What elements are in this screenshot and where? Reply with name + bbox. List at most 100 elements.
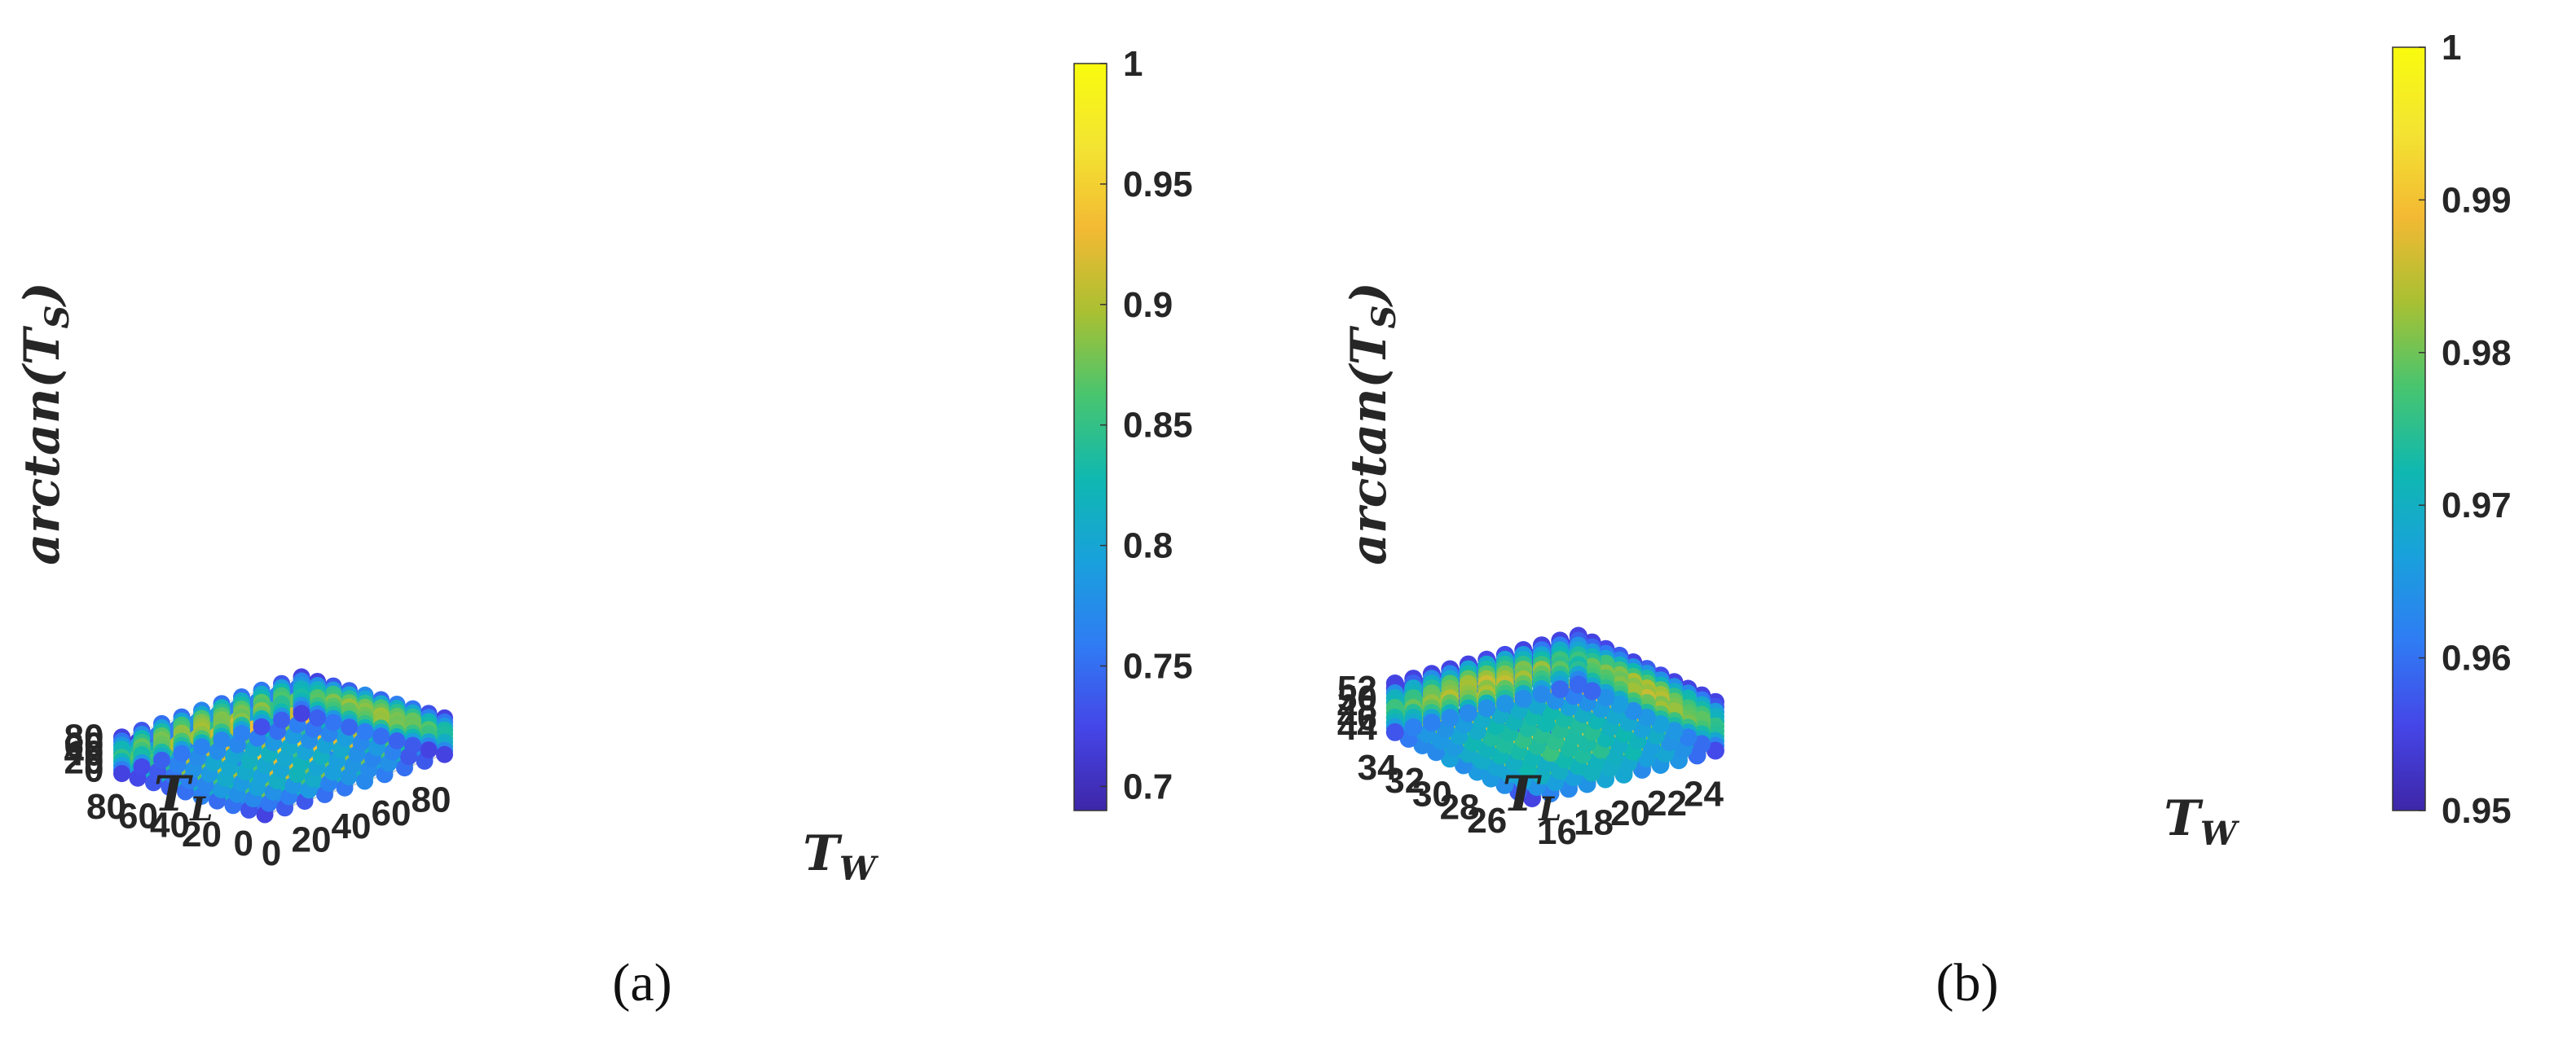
data-point: [1624, 701, 1643, 720]
colorbar-tick-label: 0.95: [2442, 791, 2512, 831]
data-point: [309, 709, 326, 727]
panel-a-points: [113, 668, 453, 824]
colorbar-tick-label: 0.85: [1123, 406, 1193, 446]
y-tick-label: 30: [1412, 774, 1452, 814]
panel-a-colorbar: 0.7 0.75 0.8 0.85 0.9 0.95 1: [1073, 44, 1193, 811]
data-point: [356, 723, 374, 740]
y-tick-label: 0: [234, 824, 253, 863]
colorbar-gradient: [2392, 46, 2426, 811]
data-point: [1679, 728, 1698, 747]
data-point: [420, 741, 438, 759]
data-point: [324, 714, 342, 732]
data-point: [1551, 680, 1570, 699]
data-point: [436, 745, 453, 763]
x-tick-label: 20: [292, 820, 332, 860]
y-tick-label: 40: [150, 806, 190, 846]
data-point: [153, 751, 170, 769]
data-point: [1477, 699, 1496, 718]
data-point: [173, 745, 191, 762]
z-tick-label: 40: [64, 734, 104, 774]
colorbar-tick-label: 1: [2442, 28, 2461, 68]
z-tick-label: 60: [64, 726, 104, 766]
z-tick-label: 48: [1337, 688, 1377, 728]
y-tick-label: 60: [118, 796, 158, 836]
x-tick-label: 80: [412, 780, 451, 819]
panel-b-colorbar: 0.95 0.96 0.97 0.98 0.99 1: [2392, 28, 2512, 831]
data-point: [1385, 723, 1404, 741]
panel-a-ylabel: TL: [154, 766, 214, 828]
x-tick-label: 40: [332, 806, 372, 846]
colorbar-tick-label: 0.9: [1123, 285, 1173, 325]
data-point: [1637, 708, 1656, 727]
data-point: [1706, 741, 1724, 760]
data-point: [1532, 685, 1551, 703]
data-point: [1459, 704, 1477, 723]
panel-b-zlabel: arctan(TS): [1341, 282, 1403, 565]
colorbar-gradient: [1073, 63, 1107, 811]
panel-a-zlabel: arctan(TS): [14, 282, 77, 565]
data-point: [1569, 675, 1587, 694]
z-tick-label: 46: [1337, 698, 1377, 738]
colorbar-tick-label: 0.7: [1123, 767, 1173, 806]
z-tick-label: 50: [1337, 679, 1377, 718]
data-point: [1422, 714, 1441, 732]
data-point: [1665, 722, 1684, 740]
colorbar-tick-label: 0.97: [2442, 486, 2512, 525]
data-point: [273, 711, 290, 729]
data-point: [1596, 688, 1615, 707]
data-point: [1495, 694, 1514, 713]
colorbar-tick-label: 0.99: [2442, 180, 2512, 220]
data-point: [233, 724, 250, 742]
x-tick-label: 18: [1574, 802, 1614, 842]
x-tick-label: 16: [1537, 812, 1577, 852]
data-point: [1514, 689, 1533, 708]
data-point: [1441, 709, 1460, 727]
colorbar-tick-label: 0.8: [1123, 526, 1173, 566]
data-point: [1651, 715, 1670, 733]
x-tick-label: 22: [1647, 784, 1687, 824]
x-tick-label: 24: [1684, 774, 1724, 814]
y-tick-label: 20: [182, 815, 222, 855]
colorbar-tick-label: 0.95: [1123, 165, 1193, 204]
y-tick-label: 34: [1358, 748, 1398, 788]
caption-a: (a): [612, 953, 672, 1013]
colorbar-tick-label: 1: [1123, 44, 1143, 84]
z-tick-label: 52: [1337, 669, 1377, 709]
data-point: [372, 727, 390, 745]
y-tick-label: 32: [1385, 761, 1425, 801]
data-point: [388, 732, 406, 749]
caption-b: (b): [1936, 953, 1999, 1013]
data-point: [213, 732, 231, 749]
data-point: [1404, 718, 1423, 736]
x-tick-label: 60: [372, 793, 412, 833]
z-tick-label: 20: [64, 742, 104, 782]
z-tick-label: 44: [1337, 708, 1377, 748]
panel-b-xlabel: TW: [2164, 790, 2240, 853]
z-tick-label: 0: [84, 750, 103, 790]
data-point: [404, 736, 421, 754]
y-tick-label: 28: [1440, 788, 1480, 828]
y-tick-label: 80: [86, 787, 126, 827]
y-tick-label: 26: [1467, 801, 1507, 841]
data-point: [1693, 735, 1711, 754]
panel-b-points: [1385, 626, 1724, 807]
data-point: [1583, 682, 1601, 701]
data-point: [133, 758, 151, 776]
z-tick-label: 80: [64, 718, 104, 758]
data-point: [113, 765, 130, 783]
data-point: [293, 705, 310, 723]
data-point: [341, 718, 358, 736]
x-tick-label: 0: [262, 833, 281, 873]
colorbar-tick-label: 0.98: [2442, 333, 2512, 373]
colorbar-tick-label: 0.75: [1123, 647, 1193, 687]
data-point: [1610, 695, 1629, 714]
data-point: [253, 718, 271, 736]
x-tick-label: 20: [1610, 793, 1650, 833]
data-point: [193, 738, 210, 756]
panel-a-xlabel: TW: [803, 825, 879, 888]
